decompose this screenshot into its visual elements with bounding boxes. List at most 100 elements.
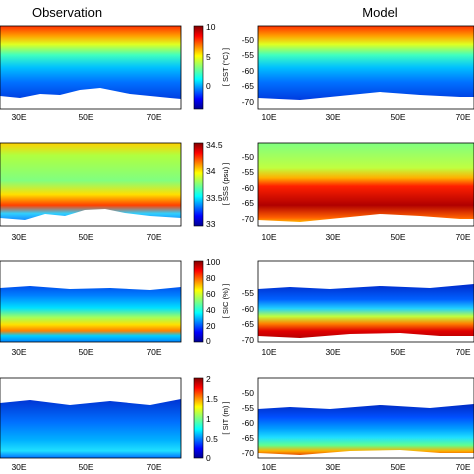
sss-obs-xtick: 70E bbox=[146, 232, 161, 242]
sit-cb-tick: 1.5 bbox=[206, 394, 218, 404]
sit-model-ytick: -70 bbox=[242, 448, 255, 458]
sss-model-xtick: 70E bbox=[455, 232, 470, 242]
sss-obs-xtick: 30E bbox=[11, 232, 26, 242]
sic-model-xtick: 10E bbox=[261, 347, 276, 357]
sic-cb-tick: 20 bbox=[206, 321, 216, 331]
sit-colorbar bbox=[193, 377, 204, 459]
sit-model-xtick: 10E bbox=[261, 462, 276, 472]
sit-cb-tick: 2 bbox=[206, 374, 211, 384]
sss-model-land bbox=[258, 214, 474, 226]
sst-model-frame bbox=[257, 25, 474, 110]
sss-cb-tick: 33 bbox=[206, 219, 216, 229]
sit-model-field bbox=[258, 400, 474, 458]
sit-obs-xtick: 50E bbox=[78, 462, 93, 472]
sic-model-xtick: 50E bbox=[390, 347, 405, 357]
sst-obs-frame bbox=[0, 25, 182, 110]
sst-obs-xtick: 30E bbox=[11, 112, 26, 122]
sss-obs-xtick: 50E bbox=[78, 232, 93, 242]
sit-cb-tick: 1 bbox=[206, 414, 211, 424]
sit-obs-frame bbox=[0, 377, 182, 459]
sic-model-land bbox=[258, 333, 474, 342]
sit-cb-tick: 0.5 bbox=[206, 434, 218, 444]
sst-obs-land bbox=[0, 88, 181, 109]
sit-model-xtick: 70E bbox=[455, 462, 470, 472]
sit-obs-field bbox=[0, 398, 181, 458]
sic-cb-tick: 60 bbox=[206, 289, 216, 299]
sss-model-ytick: -70 bbox=[242, 214, 255, 224]
sic-cb-tick: 80 bbox=[206, 273, 216, 283]
sss-cb-tick: 34 bbox=[206, 166, 216, 176]
sic-obs-xtick: 30E bbox=[11, 347, 26, 357]
sss-model-ytick: -50 bbox=[242, 152, 255, 162]
sss-cb-tick: 34.5 bbox=[206, 140, 223, 150]
sic-model-frame bbox=[257, 260, 474, 343]
sst-model-ytick: -65 bbox=[242, 81, 255, 91]
sit-model-ytick: -65 bbox=[242, 433, 255, 443]
sss-model-ytick: -60 bbox=[242, 183, 255, 193]
title-observation: Observation bbox=[32, 5, 102, 20]
sic-cb-tick: 100 bbox=[206, 257, 220, 267]
sic-model-field bbox=[258, 281, 474, 342]
sst-cb-label: [ SST (°C) ] bbox=[221, 48, 230, 86]
sit-obs-xtick: 30E bbox=[11, 462, 26, 472]
sst-obs-xtick: 70E bbox=[146, 112, 161, 122]
row-sic: 30E 50E 70E 100 80 60 40 20 0 [ SIC (%) … bbox=[0, 257, 474, 357]
sic-model-ytick: -55 bbox=[242, 288, 255, 298]
sit-obs-open-water bbox=[0, 378, 181, 405]
sss-cb-tick: 33.5 bbox=[206, 193, 223, 203]
sic-cb-tick: 40 bbox=[206, 305, 216, 315]
sst-colorbar bbox=[193, 25, 204, 110]
sss-model-field bbox=[258, 143, 474, 226]
sic-obs-frame bbox=[0, 260, 182, 343]
sst-model-ytick: -70 bbox=[242, 97, 255, 107]
row-sss: 30E 50E 70E 34.5 34 33.5 33 [ SSS (psu) … bbox=[0, 140, 474, 242]
sic-model-xtick: 30E bbox=[325, 347, 340, 357]
sic-model-xtick: 70E bbox=[455, 347, 470, 357]
sic-obs-open-water bbox=[0, 261, 181, 290]
sit-model-open-water bbox=[258, 378, 474, 409]
sst-cb-tick: 10 bbox=[206, 22, 216, 32]
sst-model-xtick: 50E bbox=[390, 112, 405, 122]
sst-model-xtick: 70E bbox=[455, 112, 470, 122]
sic-cb-label: [ SIC (%) ] bbox=[221, 284, 230, 319]
sss-model-xtick: 50E bbox=[390, 232, 405, 242]
sit-model-xtick: 50E bbox=[390, 462, 405, 472]
sst-model-xtick: 10E bbox=[261, 112, 276, 122]
sic-colorbar bbox=[193, 260, 204, 343]
sit-model-xtick: 30E bbox=[325, 462, 340, 472]
sst-cb-tick: 5 bbox=[206, 52, 211, 62]
sss-obs-frame bbox=[0, 142, 182, 227]
sic-model-open-water bbox=[258, 261, 474, 289]
sst-model-xtick: 30E bbox=[325, 112, 340, 122]
sit-model-ytick: -55 bbox=[242, 403, 255, 413]
sst-model-ytick: -55 bbox=[242, 50, 255, 60]
sss-model-xtick: 30E bbox=[325, 232, 340, 242]
sst-model-ytick: -60 bbox=[242, 66, 255, 76]
sss-colorbar bbox=[193, 142, 204, 227]
sss-model-frame bbox=[257, 142, 474, 227]
sst-cb-tick: 0 bbox=[206, 81, 211, 91]
sit-model-ytick: -60 bbox=[242, 418, 255, 428]
sic-model-ytick: -65 bbox=[242, 319, 255, 329]
sit-model-ytick: -50 bbox=[242, 388, 255, 398]
sic-obs-xtick: 50E bbox=[78, 347, 93, 357]
sic-model-ytick: -60 bbox=[242, 304, 255, 314]
sit-cb-label: [ SIT (m) ] bbox=[221, 401, 230, 434]
sic-model-ytick: -70 bbox=[242, 335, 255, 345]
sss-model-xtick: 10E bbox=[261, 232, 276, 242]
sss-obs-land bbox=[0, 209, 181, 226]
sic-cb-tick: 0 bbox=[206, 336, 211, 346]
sst-obs-xtick: 50E bbox=[78, 112, 93, 122]
row-sit: 30E 50E 70E 2 1.5 1 0.5 0 [ SIT (m) ] -5… bbox=[0, 374, 474, 472]
sss-model-ytick: -65 bbox=[242, 198, 255, 208]
title-model: Model bbox=[362, 5, 398, 20]
sss-model-ytick: -55 bbox=[242, 167, 255, 177]
sit-cb-tick: 0 bbox=[206, 453, 211, 463]
sit-model-land bbox=[258, 450, 474, 458]
sit-model-frame bbox=[257, 377, 474, 459]
sss-cb-label: [ SSS (psu) ] bbox=[221, 163, 230, 206]
sst-model-ytick: -50 bbox=[242, 35, 255, 45]
row-sst: 30E 50E 70E 10 5 0 [ SST (°C) ] -50 -55 … bbox=[0, 22, 474, 122]
sit-obs-xtick: 70E bbox=[146, 462, 161, 472]
